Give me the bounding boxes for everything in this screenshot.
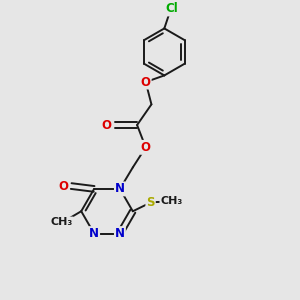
Text: CH₃: CH₃ bbox=[51, 217, 73, 227]
Text: N: N bbox=[89, 227, 99, 240]
Text: O: O bbox=[141, 141, 151, 154]
Text: N: N bbox=[115, 227, 125, 240]
Text: S: S bbox=[146, 196, 155, 209]
Text: O: O bbox=[141, 76, 151, 88]
Text: N: N bbox=[115, 182, 125, 195]
Text: O: O bbox=[58, 179, 68, 193]
Text: Cl: Cl bbox=[165, 2, 178, 15]
Text: CH₃: CH₃ bbox=[160, 196, 182, 206]
Text: O: O bbox=[102, 118, 112, 131]
